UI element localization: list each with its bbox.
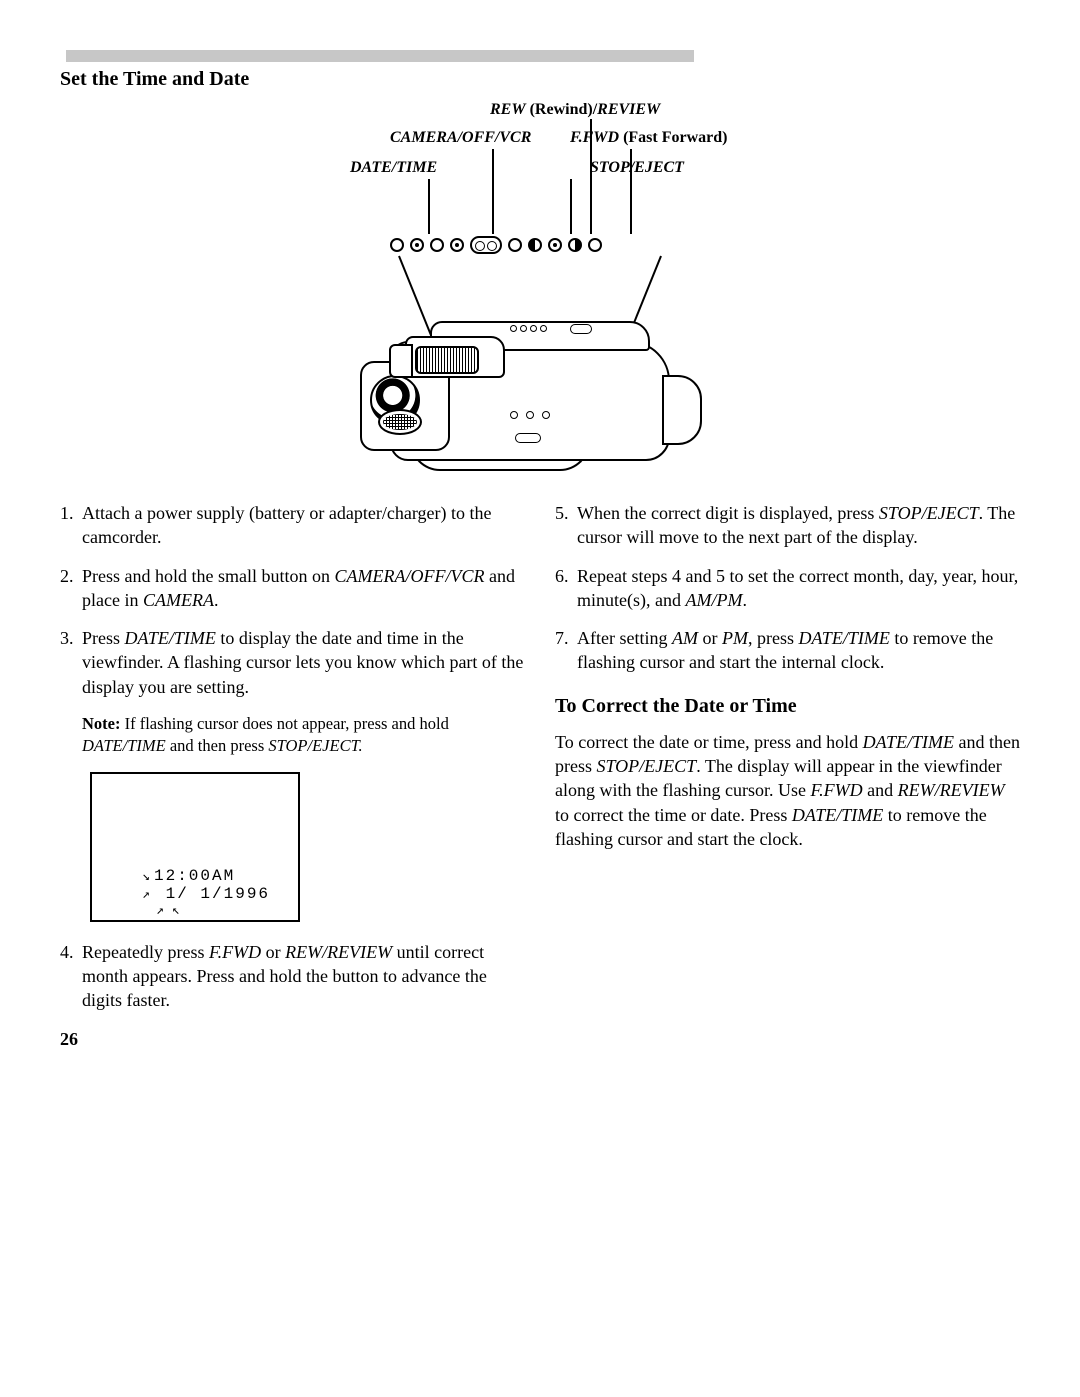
step-text: Attach a power supply (battery or adapte… [82, 501, 525, 550]
step-number: 1. [60, 501, 82, 550]
leader-line [428, 179, 430, 234]
subheading: To Correct the Date or Time [555, 693, 1020, 720]
step-item: 6.Repeat steps 4 and 5 to set the correc… [555, 564, 1020, 613]
steps-left: 1.Attach a power supply (battery or adap… [60, 501, 525, 699]
label-camera-off-vcr: CAMERA/OFF/VCR [390, 129, 531, 147]
label-ffwd: F.FWD (Fast Forward) [570, 129, 727, 147]
button-diagram: REW (Rewind)/REVIEW CAMERA/OFF/VCR F.FWD… [230, 101, 850, 481]
step-text: After setting AM or PM, press DATE/TIME … [577, 626, 1020, 675]
cursor-arrow-icon: ↗ [156, 902, 166, 920]
camcorder-icon [360, 301, 700, 481]
correct-paragraph: To correct the date or time, press and h… [555, 730, 1020, 851]
leader-line [630, 149, 632, 234]
step-number: 3. [60, 626, 82, 699]
cursor-arrow-icon: ↗ [142, 886, 152, 904]
step-4: 4.Repeatedly press F.FWD or REW/REVIEW u… [60, 940, 525, 1013]
step-text: Press and hold the small button on CAMER… [82, 564, 525, 613]
label-rew-review: REW (Rewind)/REVIEW [490, 101, 660, 119]
label-date-time: DATE/TIME [350, 159, 437, 177]
note-text: Note: If flashing cursor does not appear… [82, 713, 525, 758]
steps-right: 5.When the correct digit is displayed, p… [555, 501, 1020, 675]
viewfinder-display: ↘ 12:00AM ↗ 1/ 1/1996 ↗ ↖ [90, 772, 300, 922]
button-row-icon [390, 236, 602, 254]
manual-page: Set the Time and Date REW (Rewind)/REVIE… [0, 0, 1080, 1051]
step-text: When the correct digit is displayed, pre… [577, 501, 1020, 550]
step-number: 5. [555, 501, 577, 550]
step-number: 2. [60, 564, 82, 613]
cursor-arrow-icon: ↖ [172, 902, 182, 920]
step-item: 5.When the correct digit is displayed, p… [555, 501, 1020, 550]
page-number: 26 [60, 1027, 525, 1051]
label-stop-eject: STOP/EJECT [590, 159, 684, 177]
step-number: 6. [555, 564, 577, 613]
step-number: 4. [60, 940, 82, 1013]
header-bar [66, 50, 694, 62]
leader-line [570, 179, 572, 234]
step-number: 7. [555, 626, 577, 675]
leader-line [590, 119, 592, 234]
step-item: 1.Attach a power supply (battery or adap… [60, 501, 525, 550]
step-item: 3.Press DATE/TIME to display the date an… [60, 626, 525, 699]
body-columns: 1.Attach a power supply (battery or adap… [60, 501, 1020, 1051]
step-text: Press DATE/TIME to display the date and … [82, 626, 525, 699]
left-column: 1.Attach a power supply (battery or adap… [60, 501, 525, 1051]
step-item: 2.Press and hold the small button on CAM… [60, 564, 525, 613]
step-text: Repeatedly press F.FWD or REW/REVIEW unt… [82, 940, 525, 1013]
section-title: Set the Time and Date [60, 68, 1020, 91]
leader-line [492, 149, 494, 234]
right-column: 5.When the correct digit is displayed, p… [555, 501, 1020, 1051]
cursor-arrow-icon: ↘ [142, 868, 152, 886]
step-item: 4.Repeatedly press F.FWD or REW/REVIEW u… [60, 940, 525, 1013]
step-item: 7.After setting AM or PM, press DATE/TIM… [555, 626, 1020, 675]
step-text: Repeat steps 4 and 5 to set the correct … [577, 564, 1020, 613]
